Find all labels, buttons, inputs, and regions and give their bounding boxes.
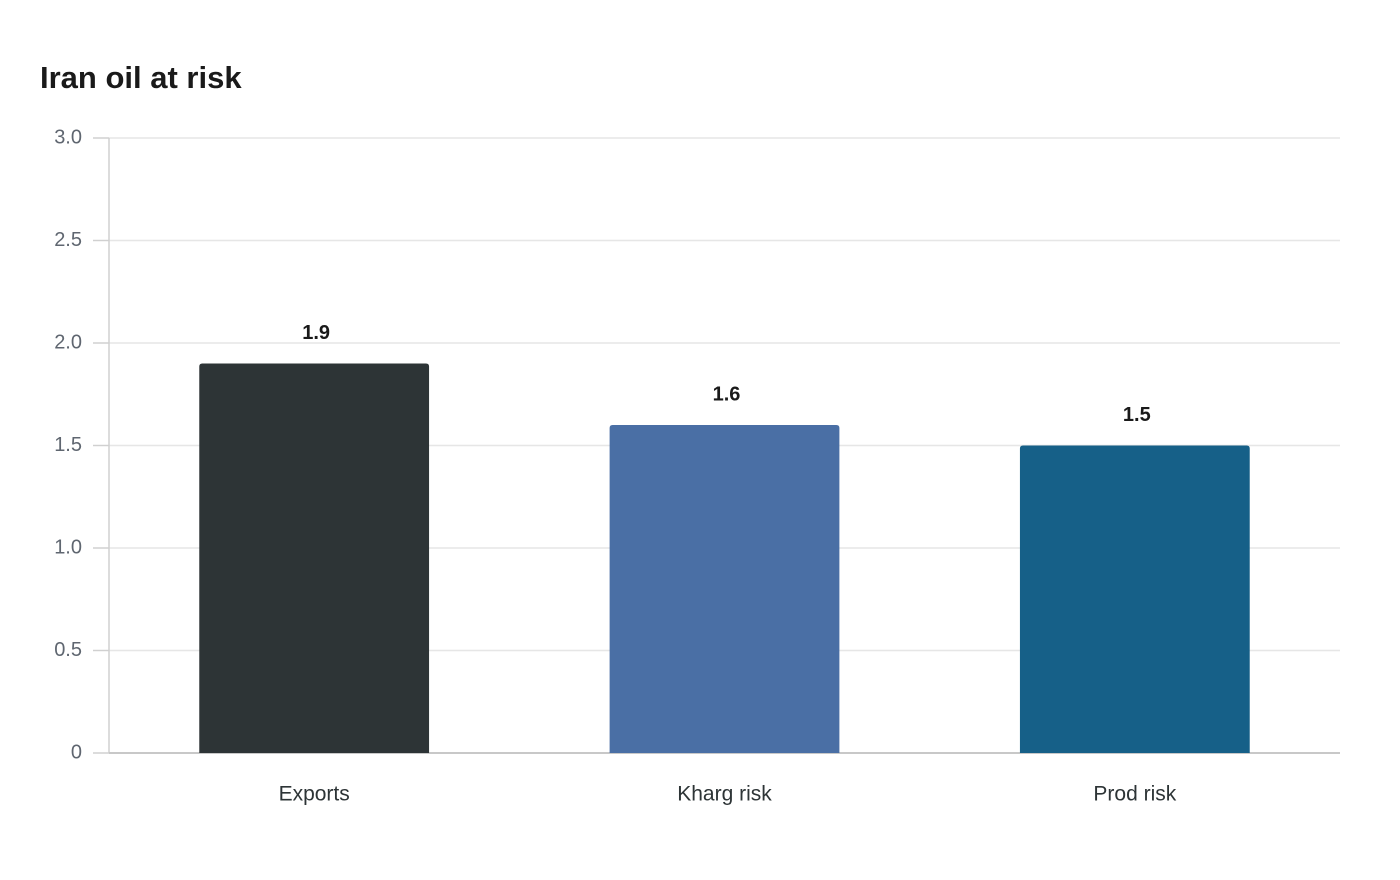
x-tick-label: Prod risk	[1093, 783, 1176, 806]
value-label: 1.6	[713, 383, 741, 405]
y-tick-label: 2.5	[54, 229, 82, 251]
value-label: 1.5	[1123, 404, 1151, 426]
chart-title: Iran oil at risk	[40, 60, 242, 95]
y-tick-label: 0.5	[54, 639, 82, 661]
y-tick-label: 0	[71, 741, 82, 763]
y-tick-label: 1.0	[54, 536, 82, 558]
y-tick-label: 3.0	[54, 126, 82, 148]
bar	[199, 363, 430, 753]
y-tick-label: 1.5	[54, 434, 82, 456]
bar	[1019, 445, 1250, 753]
y-tick-label: 2.0	[54, 331, 82, 353]
bar	[609, 425, 840, 753]
x-tick-label: Exports	[279, 783, 350, 806]
x-tick-label: Kharg risk	[677, 783, 772, 806]
value-label: 1.9	[302, 322, 330, 344]
